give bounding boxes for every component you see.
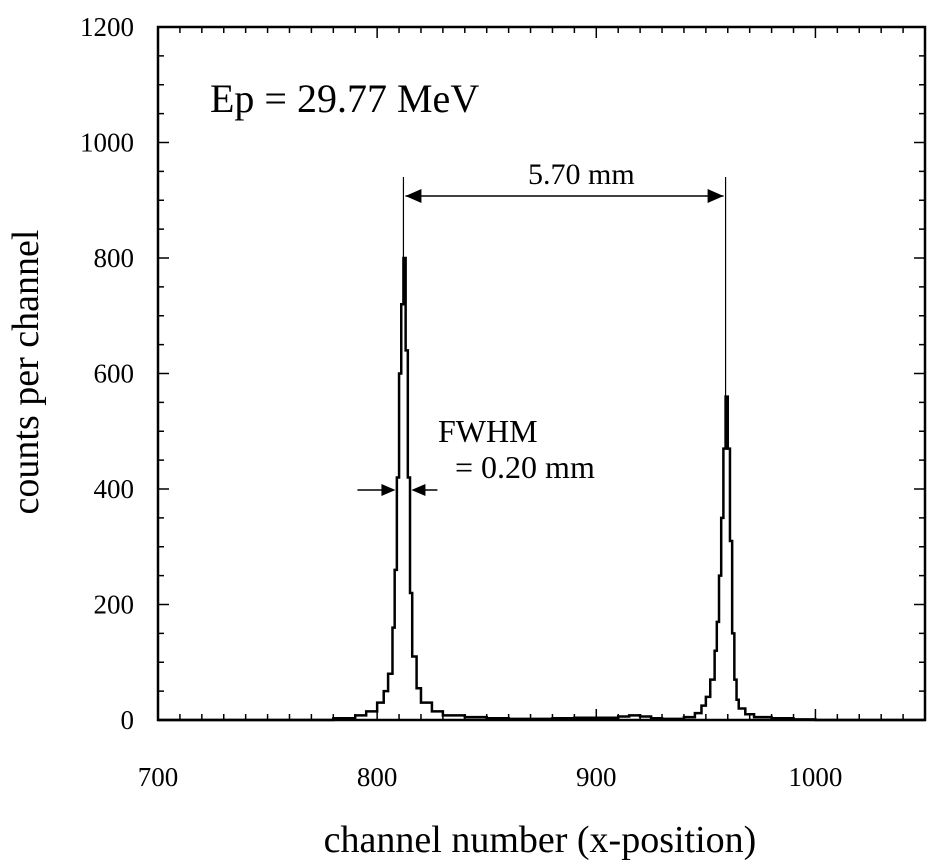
y-tick-label: 600 [94,359,135,389]
fwhm-label: FWHM [438,413,538,449]
annotations-group: Ep = 29.77 MeV 5.70 mm FWHM = 0.20 mm [210,76,727,496]
x-tick-label: 800 [357,762,398,792]
y-tick-label: 800 [94,243,135,273]
y-tick-label: 0 [121,705,135,735]
fwhm-left-arrow-head [381,484,396,496]
axes-group [156,25,927,722]
fwhm-value: = 0.20 mm [455,449,595,485]
ticks-group: 700 800 900 1000 0 200 400 600 800 1000 1200 [80,12,926,792]
x-tick-label: 1000 [788,762,842,792]
separation-arrow-right-head [707,189,724,203]
x-axis-title: channel number (x-position) [324,819,757,861]
fwhm-right-arrow-head [411,484,426,496]
separation-arrow-left-head [405,189,422,203]
energy-annotation: Ep = 29.77 MeV [210,76,479,121]
y-tick-label: 400 [94,474,135,504]
spectrum-line [158,256,925,722]
y-tick-label: 1200 [80,12,134,42]
separation-annotation: 5.70 mm [528,158,635,191]
y-tick-label: 1000 [80,128,134,158]
x-tick-label: 700 [138,762,179,792]
plot-frame [156,25,927,722]
y-tick-label: 200 [94,590,135,620]
x-tick-label: 900 [576,762,617,792]
series-group [158,256,925,722]
y-axis-title: counts per channel [5,230,47,515]
